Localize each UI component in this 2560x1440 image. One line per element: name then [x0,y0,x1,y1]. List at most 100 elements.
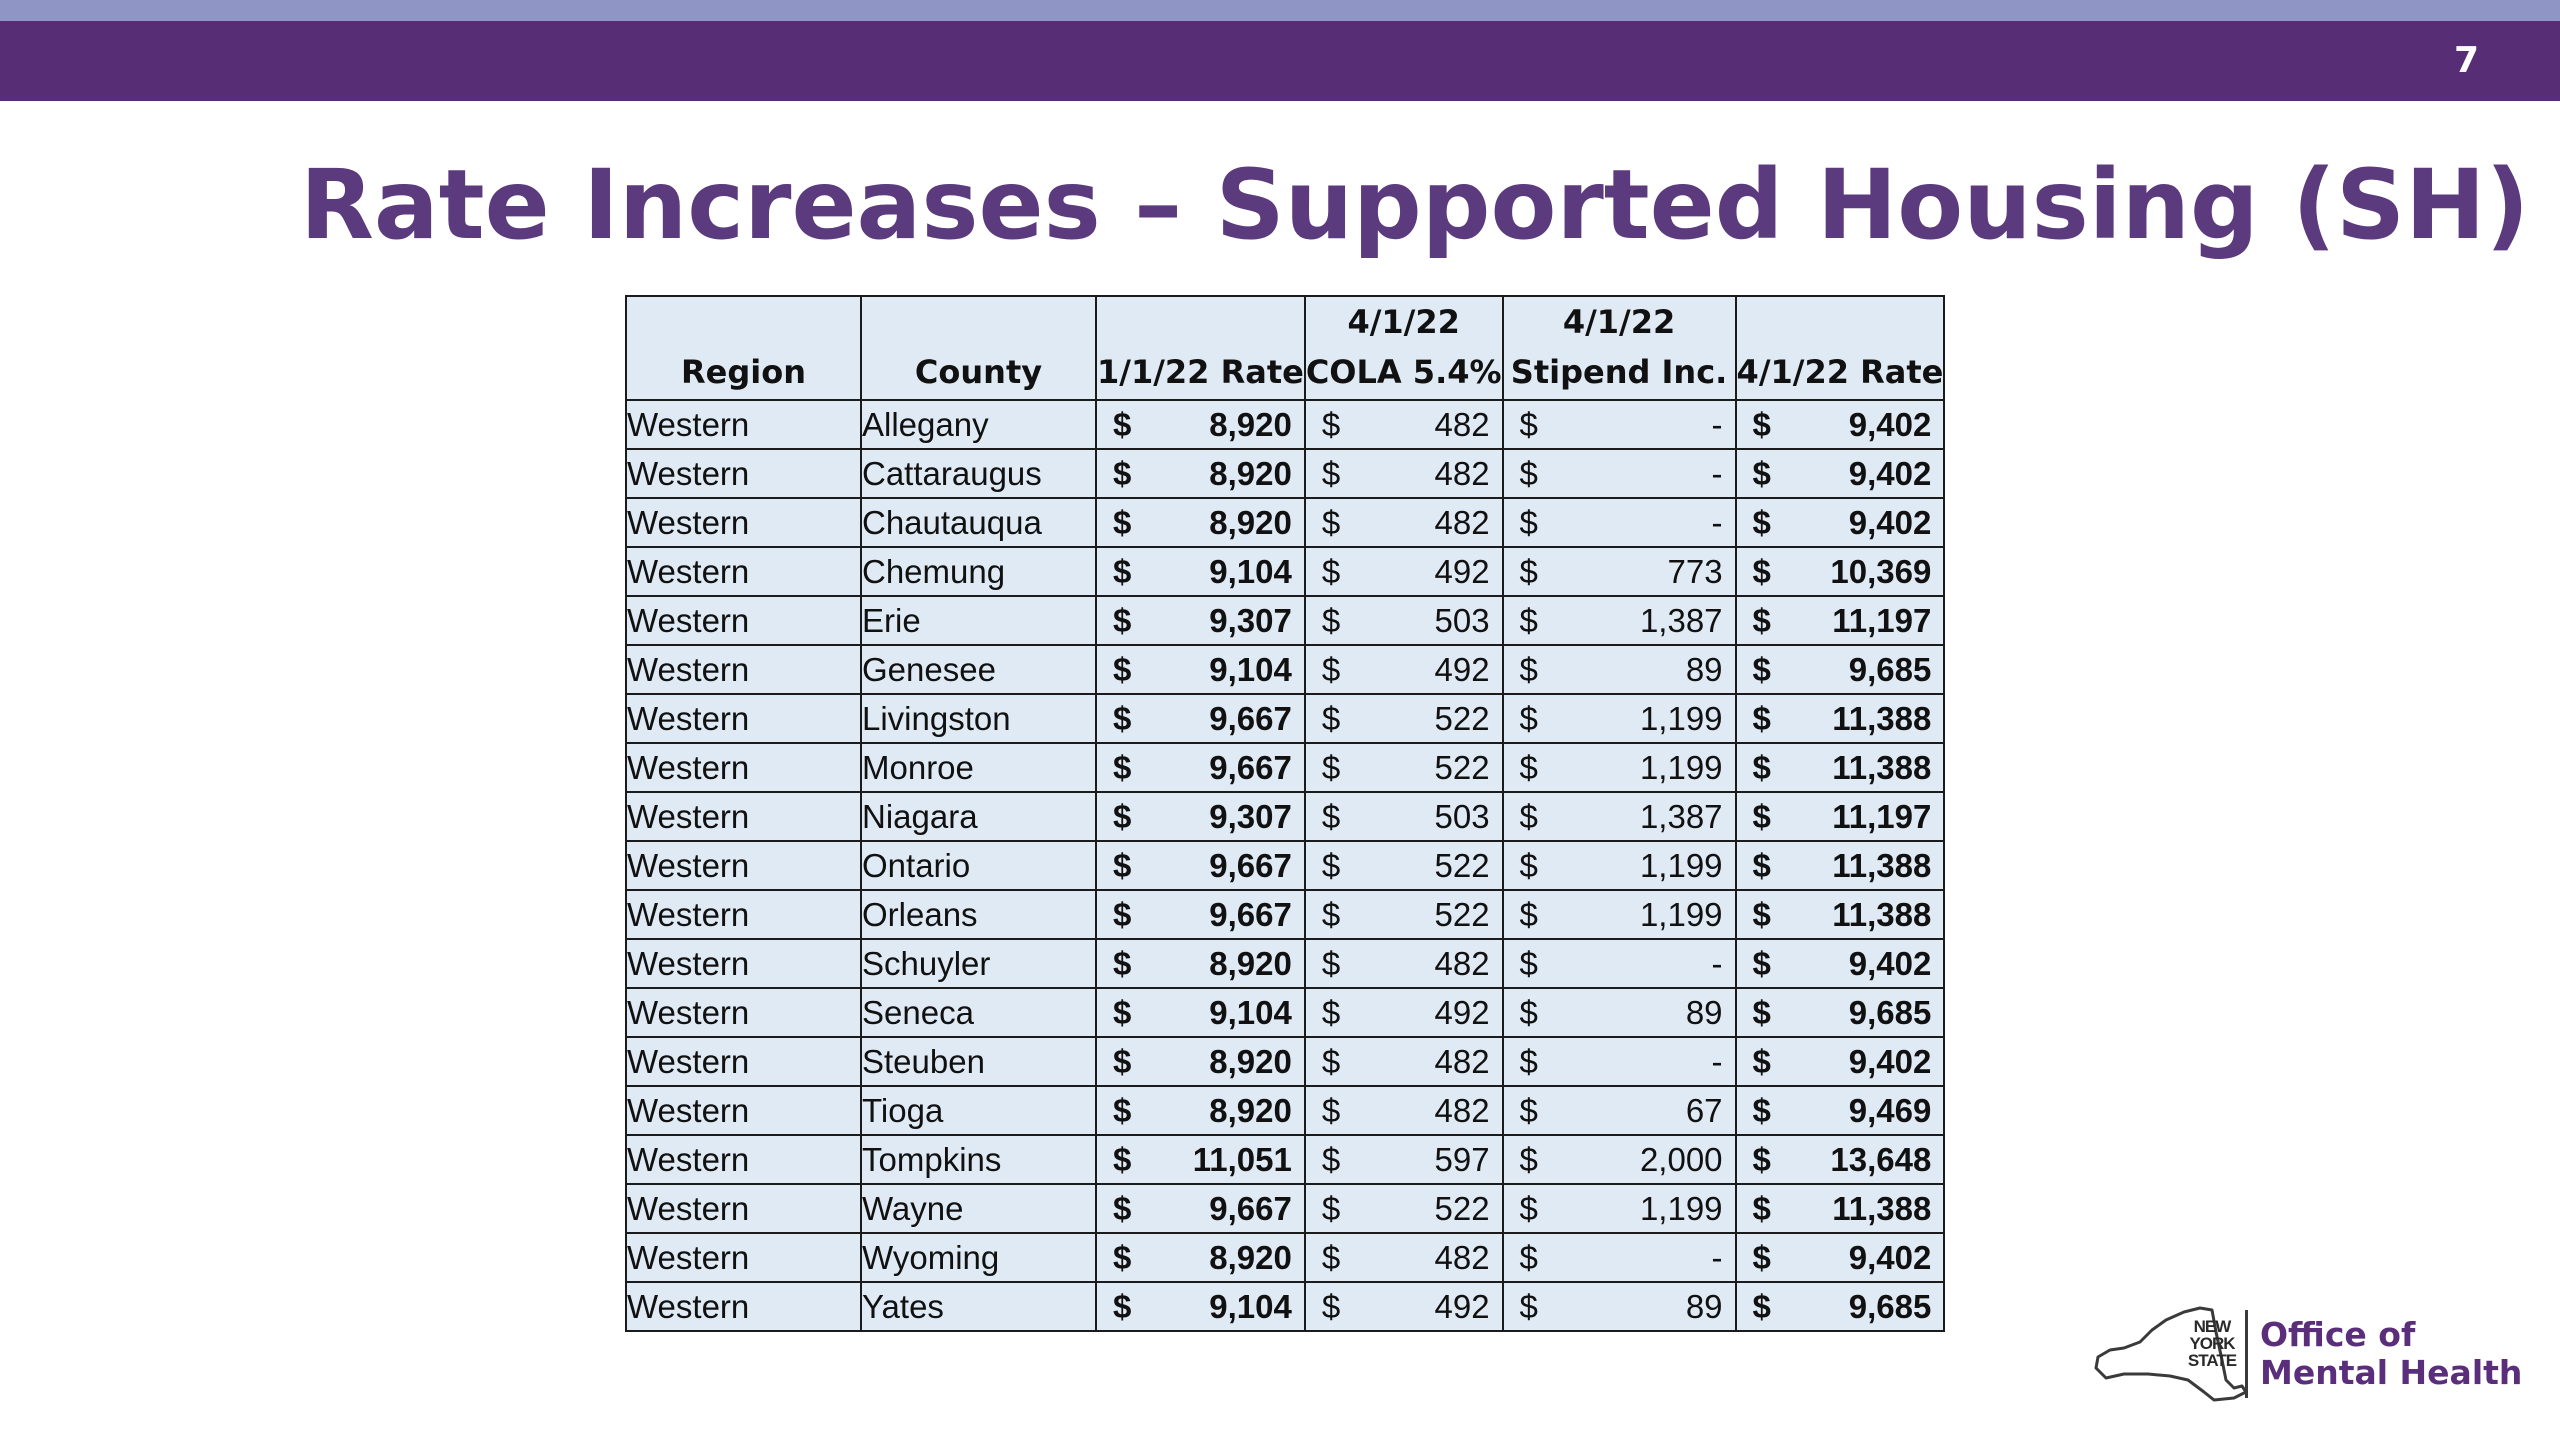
currency-symbol: $ [1519,1140,1538,1178]
cell-rate-apr: $11,388 [1734,840,1946,891]
cell-rate-apr: $9,402 [1734,938,1946,989]
currency-symbol: $ [1752,993,1771,1031]
cell-stipend-value: - [1711,944,1723,982]
cell-cola-value: 522 [1434,1189,1490,1227]
cell-cola: $503 [1303,791,1504,842]
currency-symbol: $ [1519,944,1538,982]
cell-rate-apr-value: 11,388 [1832,846,1932,884]
cell-stipend: $89 [1501,1281,1737,1332]
cell-region: Western [625,1085,862,1136]
table-row: Western Steuben $8,920 $482 $ - $9,402 [625,1036,1946,1087]
cell-cola-value: 522 [1434,699,1490,737]
rates-table: Region County 1/1/22 Rate 4/1/22 COLA 5.4… [625,295,1946,1332]
cell-rate-apr: $10,369 [1734,546,1946,597]
cell-cola-value: 492 [1434,650,1490,688]
header-region: Region [625,295,862,401]
currency-symbol: $ [1519,846,1538,884]
cell-stipend-value: 773 [1667,552,1723,590]
cell-county: Yates [860,1281,1097,1332]
cell-region: Western [625,938,862,989]
cell-cola: $522 [1303,889,1504,940]
cell-rate-apr: $9,402 [1734,448,1946,499]
cell-county: Wyoming [860,1232,1097,1283]
cell-stipend-value: 1,199 [1639,748,1723,786]
cell-county: Niagara [860,791,1097,842]
cell-rate-apr: $9,402 [1734,497,1946,548]
cell-rate-jan: $9,667 [1095,693,1306,744]
currency-symbol: $ [1519,699,1538,737]
table-row: Western Wayne $9,667 $522 $1,199 $11,388 [625,1183,1946,1234]
cell-cola: $482 [1303,938,1504,989]
cell-rate-apr: $9,469 [1734,1085,1946,1136]
cell-rate-apr-value: 9,685 [1848,1287,1932,1325]
currency-symbol: $ [1113,699,1132,737]
cell-rate-jan: $9,667 [1095,840,1306,891]
currency-symbol: $ [1519,405,1538,443]
cell-stipend-value: - [1711,503,1723,541]
cell-rate-apr: $11,197 [1734,791,1946,842]
cell-rate-apr: $11,388 [1734,742,1946,793]
currency-symbol: $ [1321,601,1341,639]
currency-symbol: $ [1752,1189,1771,1227]
cell-cola: $482 [1303,1232,1504,1283]
cell-region: Western [625,1134,862,1185]
cell-stipend-value: 89 [1685,650,1723,688]
cell-cola: $522 [1303,1183,1504,1234]
cell-rate-jan-value: 9,667 [1209,895,1292,933]
cell-region: Western [625,791,862,842]
currency-symbol: $ [1519,748,1538,786]
cell-stipend: $ - [1501,938,1737,989]
currency-symbol: $ [1113,601,1132,639]
slide-title: Rate Increases – Supported Housing (SH) [300,149,2530,261]
cell-rate-jan: $9,667 [1095,889,1306,940]
cell-rate-apr: $9,402 [1734,1232,1946,1283]
currency-symbol: $ [1113,454,1132,492]
currency-symbol: $ [1752,944,1771,982]
cell-stipend: $ - [1501,497,1737,548]
cell-stipend: $ - [1501,448,1737,499]
cell-county: Tompkins [860,1134,1097,1185]
nys-omh-logo: NEW YORK STATE Office of Mental Health [2088,1302,2522,1407]
cell-county: Steuben [860,1036,1097,1087]
currency-symbol: $ [1321,454,1341,492]
currency-symbol: $ [1519,1189,1538,1227]
cell-stipend-value: 1,199 [1639,895,1723,933]
cell-rate-apr: $11,197 [1734,595,1946,646]
cell-cola: $492 [1303,546,1504,597]
currency-symbol: $ [1519,797,1538,835]
cell-cola-value: 482 [1434,944,1490,982]
currency-symbol: $ [1113,1140,1132,1178]
cell-rate-jan: $9,104 [1095,1281,1306,1332]
cell-cola-value: 482 [1434,1042,1490,1080]
cell-rate-jan: $9,307 [1095,595,1306,646]
cell-stipend-value: 1,199 [1639,846,1723,884]
currency-symbol: $ [1519,1091,1538,1129]
cell-rate-jan: $9,104 [1095,987,1306,1038]
cell-region: Western [625,546,862,597]
top-accent-strip [0,0,2560,21]
cell-rate-jan-value: 9,104 [1209,1287,1292,1325]
table-row: Western Monroe $9,667 $522 $1,199 $11,388 [625,742,1946,793]
cell-county: Monroe [860,742,1097,793]
currency-symbol: $ [1113,993,1132,1031]
cell-region: Western [625,399,862,450]
table-row: Western Tompkins $11,051 $597 $2,000 $13,648 [625,1134,1946,1185]
header-rate-jan: 1/1/22 Rate [1095,295,1306,401]
cell-county: Genesee [860,644,1097,695]
cell-stipend: $ - [1501,399,1737,450]
currency-symbol: $ [1519,601,1538,639]
currency-symbol: $ [1113,552,1132,590]
currency-symbol: $ [1752,895,1771,933]
currency-symbol: $ [1752,405,1771,443]
currency-symbol: $ [1519,1287,1538,1325]
cell-rate-apr: $9,402 [1734,399,1946,450]
cell-stipend-value: - [1711,1042,1723,1080]
cell-cola-value: 492 [1434,993,1490,1031]
table-row: Western Yates $9,104 $492 $89 $9,685 [625,1281,1946,1332]
cell-stipend: $1,199 [1501,742,1737,793]
cell-rate-jan-value: 9,667 [1209,699,1292,737]
currency-symbol: $ [1321,1287,1341,1325]
cell-cola-value: 482 [1434,503,1490,541]
cell-rate-apr-value: 9,685 [1848,650,1932,688]
cell-rate-jan-value: 8,920 [1209,454,1292,492]
